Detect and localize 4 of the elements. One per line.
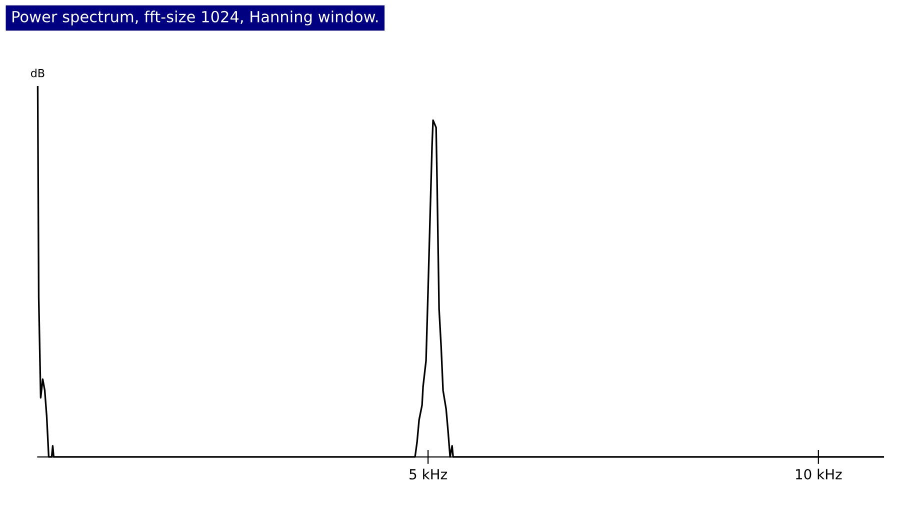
chart-title: Power spectrum, fft-size 1024, Hanning window.: [12, 10, 378, 26]
x-tick-label: 5 kHz: [410, 468, 447, 480]
y-axis-title: dB: [30, 68, 44, 78]
x-tick-label: 10 kHz: [796, 468, 842, 480]
